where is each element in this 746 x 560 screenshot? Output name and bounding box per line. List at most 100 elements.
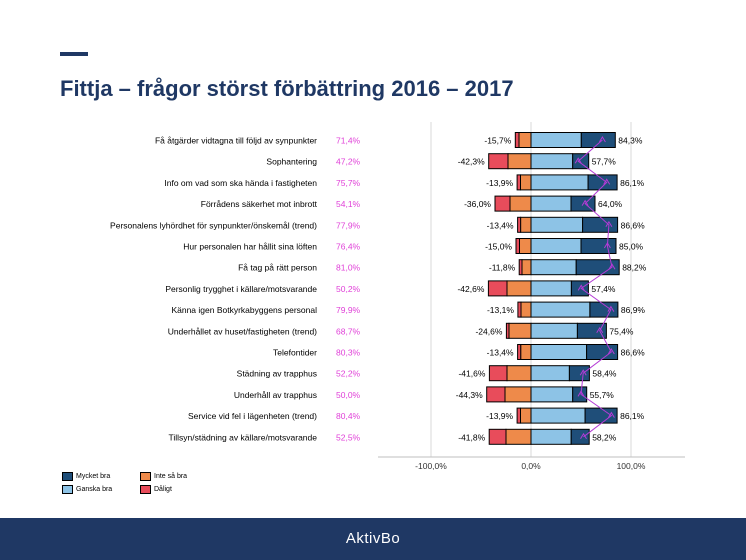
aktivbo-logo: AktivBo	[345, 530, 401, 547]
index-value-label: 68,7%	[336, 326, 361, 336]
bar-segment	[506, 365, 532, 382]
category-label: Personalens lyhördhet för synpunkter/öns…	[110, 220, 317, 230]
index-value-label: 75,7%	[336, 178, 361, 188]
bar-segment	[488, 153, 509, 170]
bar-segment	[518, 132, 532, 148]
index-marker	[574, 157, 582, 164]
index-marker	[605, 220, 613, 228]
category-label: Få tag på rätt person	[238, 263, 317, 273]
x-tick-label: 0,0%	[521, 461, 541, 471]
index-line	[577, 139, 613, 438]
index-marker	[603, 242, 611, 249]
bar-segment	[530, 238, 582, 254]
category-label: Sophantering	[266, 157, 317, 167]
legend-label-inte-sa-bra: Inte så bra	[154, 473, 188, 480]
positive-total-label: 86,9%	[621, 305, 646, 315]
bar-segment	[504, 386, 532, 403]
index-value-label: 80,3%	[336, 348, 361, 358]
index-marker	[607, 348, 615, 355]
bar-segment	[580, 238, 617, 254]
index-marker	[579, 369, 587, 376]
page-title: Fittja – frågor störst förbättring 2016 …	[60, 76, 514, 101]
bar-segment	[530, 344, 588, 360]
bar-segment	[519, 238, 532, 254]
bar-segment	[509, 195, 532, 212]
bar-segment	[530, 365, 570, 382]
index-value-label: 81,0%	[336, 263, 361, 273]
positive-total-label: 57,4%	[591, 284, 616, 294]
positive-total-label: 85,0%	[619, 242, 644, 252]
negative-total-label: -41,8%	[458, 432, 485, 442]
legend-item-inte-sa-bra: Inte så bra	[140, 472, 187, 481]
legend-swatch-daligt	[140, 485, 151, 494]
category-label: Känna igen Botkyrkabyggens personal	[171, 305, 317, 315]
bar-segment	[517, 216, 522, 233]
positive-total-label: 86,1%	[620, 411, 645, 421]
bar-segment	[587, 174, 618, 191]
bar-segment	[514, 132, 520, 148]
category-label: Telefontider	[273, 348, 317, 358]
negative-total-label: -13,9%	[486, 411, 513, 421]
category-label: Förrådens säkerhet mot inbrott	[201, 199, 318, 209]
index-value-label: 77,9%	[336, 220, 361, 230]
bar-segment	[508, 322, 532, 339]
footer-bar: AktivBo	[0, 518, 746, 560]
negative-total-label: -42,3%	[458, 157, 485, 167]
bar-segment	[530, 386, 574, 403]
bar-segment	[516, 407, 521, 424]
bar-segment	[494, 195, 511, 212]
legend-item-daligt: Dåligt	[140, 485, 172, 494]
bar-segment	[530, 195, 572, 212]
negative-total-label: -13,9%	[486, 178, 513, 188]
category-label: Underhållet av huset/fastigheten (trend)	[168, 326, 317, 336]
index-marker	[596, 326, 604, 334]
bar-segment	[575, 259, 620, 276]
bar-segment	[488, 365, 508, 382]
bar-segment	[506, 280, 532, 297]
diverging-bar-chart: -100,0% 0,0% 100,0% Få åtgärder vidtagna ti…	[110, 122, 685, 471]
index-value-label: 47,2%	[336, 157, 361, 167]
legend-swatch-mycket-bra	[62, 472, 73, 481]
index-marker	[608, 263, 616, 270]
category-label: Få åtgärder vidtagna till följd av synpu…	[155, 136, 317, 146]
bar-segment	[530, 428, 572, 445]
x-tick-label: -100,0%	[415, 461, 447, 471]
index-value-label: 52,2%	[336, 369, 361, 379]
bar-segment	[576, 322, 607, 339]
positive-total-label: 88,2%	[622, 263, 647, 273]
legend-label-ganska-bra: Ganska bra	[76, 486, 113, 493]
negative-total-label: -24,6%	[475, 326, 502, 336]
legend-item-ganska-bra: Ganska bra	[62, 485, 112, 494]
bar-segment	[530, 322, 578, 339]
category-label: Service vid fel i lägenheten (trend)	[188, 411, 317, 421]
bar-segment	[520, 344, 532, 360]
index-value-label: 71,4%	[336, 136, 361, 146]
bar-segment	[505, 428, 532, 445]
negative-total-label: -44,3%	[456, 390, 483, 400]
index-value-label: 50,0%	[336, 390, 361, 400]
bar-segment	[570, 428, 590, 445]
index-marker	[607, 411, 615, 418]
positive-total-label: 55,7%	[590, 390, 615, 400]
bar-segment	[530, 259, 577, 276]
negative-total-label: -13,1%	[487, 305, 514, 315]
positive-total-label: 86,6%	[621, 220, 646, 230]
positive-total-label: 84,3%	[618, 136, 643, 146]
bar-segment	[520, 174, 532, 191]
negative-total-label: -42,6%	[457, 284, 484, 294]
positive-total-label: 58,4%	[592, 369, 617, 379]
negative-total-label: -11,8%	[489, 263, 516, 273]
bar-segment	[520, 301, 532, 318]
index-marker	[577, 284, 585, 291]
negative-total-label: -15,0%	[485, 242, 512, 252]
negative-total-label: -15,7%	[484, 136, 511, 146]
bar-segment	[505, 322, 510, 339]
bar-segment	[487, 280, 508, 297]
positive-total-label: 58,2%	[592, 432, 617, 442]
bar-segment	[582, 216, 619, 233]
positive-total-label: 86,1%	[620, 178, 645, 188]
index-value-label: 50,2%	[336, 284, 361, 294]
bar-segment	[530, 280, 572, 297]
index-value-label: 80,4%	[336, 411, 361, 421]
index-marker	[603, 178, 611, 185]
